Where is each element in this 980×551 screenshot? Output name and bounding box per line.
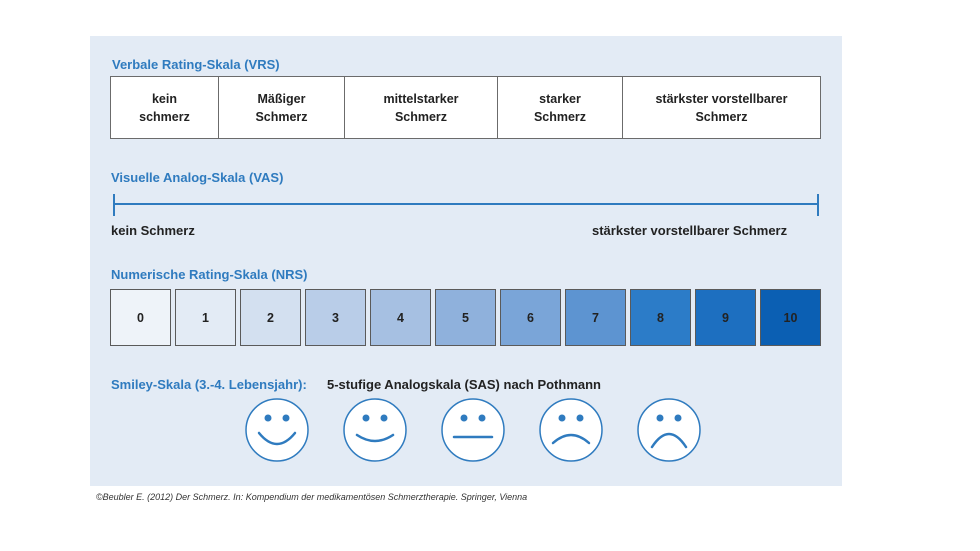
nrs-box: 1 [175,289,236,346]
nrs-box: 9 [695,289,756,346]
smiley-title: Smiley-Skala (3.-4. Lebensjahr): [111,377,307,392]
vrs-cell-mittelstarker-schmerz: mittelstarker Schmerz [345,77,498,138]
pain-scales-panel: Verbale Rating-Skala (VRS) kein schmerz … [90,36,842,486]
citation-footer: ©Beubler E. (2012) Der Schmerz. In: Komp… [96,492,528,502]
nrs-box: 5 [435,289,496,346]
nrs-box: 10 [760,289,821,346]
vrs-cell-maessiger-schmerz: Mäßiger Schmerz [219,77,345,138]
happy-face-icon [343,398,407,462]
vrs-title: Verbale Rating-Skala (VRS) [112,57,280,72]
vrs-table: kein schmerz Mäßiger Schmerz mittelstark… [110,76,821,139]
nrs-box: 2 [240,289,301,346]
vas-left-label: kein Schmerz [111,223,195,238]
vrs-cell-staerkster-schmerz: stärkster vorstellbarer Schmerz [655,91,788,124]
nrs-row: 0 1 2 3 4 5 6 7 8 9 10 [110,289,821,346]
very-sad-face-icon [637,398,701,462]
smiley-row [244,397,702,463]
nrs-title: Numerische Rating-Skala (NRS) [111,267,308,282]
nrs-box: 4 [370,289,431,346]
vrs-cell-kein-schmerz: kein schmerz [111,77,219,138]
vas-line [113,203,819,205]
nrs-box: 7 [565,289,626,346]
very-happy-face-icon [245,398,309,462]
nrs-box: 8 [630,289,691,346]
nrs-box: 0 [110,289,171,346]
nrs-box: 6 [500,289,561,346]
vas-left-tick [113,194,115,216]
smiley-subtitle: 5-stufige Analogskala (SAS) nach Pothman… [327,377,602,392]
neutral-face-icon [441,398,505,462]
vrs-cell-starker-schmerz: starker Schmerz [498,77,623,138]
vas-right-label: stärkster vorstellbarer Schmerz [592,223,788,238]
vas-right-tick [817,194,819,216]
nrs-box: 3 [305,289,366,346]
vas-title: Visuelle Analog-Skala (VAS) [111,170,284,185]
sad-face-icon [539,398,603,462]
